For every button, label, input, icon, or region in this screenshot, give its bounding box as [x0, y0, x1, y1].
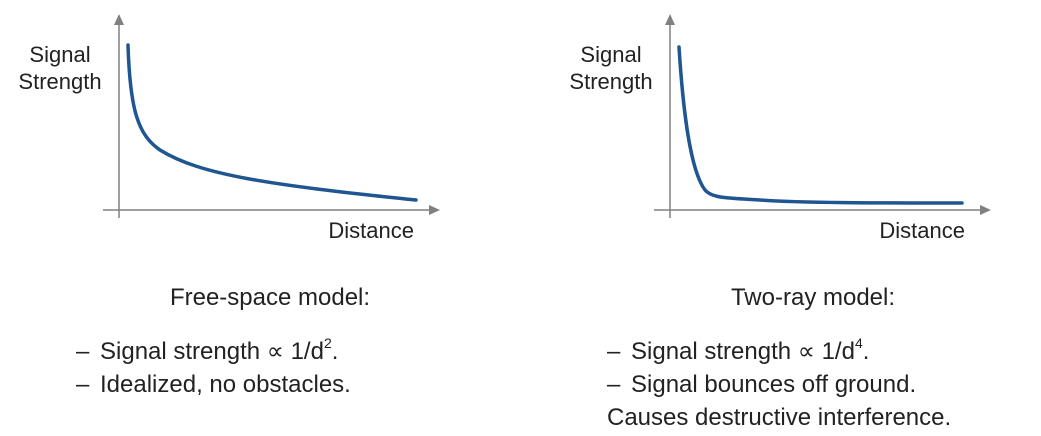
x-axis-arrow-icon: [980, 205, 991, 215]
bullet-item: – Signal bounces off ground.: [607, 371, 917, 398]
y-axis-arrow-icon: [114, 14, 124, 25]
x-axis-label: Distance: [328, 218, 414, 243]
y-axis-label: Signal Strength: [551, 41, 671, 95]
free-space-panel: Signal Strength Distance Free-space mode…: [0, 0, 520, 436]
free-space-chart: [103, 14, 440, 218]
signal-curve: [126, 43, 418, 202]
model-title: Two-ray model:: [730, 284, 896, 311]
y-axis-label-line-2: Strength: [18, 69, 102, 94]
model-bullets: – Signal strength ∝ 1/d2. – Idealized, no …: [76, 329, 351, 401]
bullet-continuation: Causes destructive interference.: [607, 404, 952, 431]
two-ray-panel: Signal Strength Distance Two-ray model: …: [520, 0, 1041, 436]
y-axis-label: Signal Strength: [0, 41, 120, 95]
signal-curve: [677, 45, 964, 205]
bullet-item: – Signal strength ∝ 1/d4.: [607, 335, 870, 365]
model-bullets: – Signal strength ∝ 1/d4. – Signal bounces…: [607, 329, 951, 434]
two-ray-chart: [654, 14, 991, 218]
y-axis-arrow-icon: [665, 14, 675, 25]
bullet-item: – Signal strength ∝ 1/d2.: [76, 335, 339, 365]
y-axis-label-line-1: Signal: [580, 42, 642, 67]
bullet-item: – Idealized, no obstacles.: [76, 371, 351, 398]
y-axis-label-line-1: Signal: [29, 42, 91, 67]
x-axis-label: Distance: [879, 218, 965, 243]
y-axis-label-line-2: Strength: [569, 69, 653, 94]
x-axis-arrow-icon: [429, 205, 440, 215]
model-title: Free-space model:: [169, 284, 371, 311]
